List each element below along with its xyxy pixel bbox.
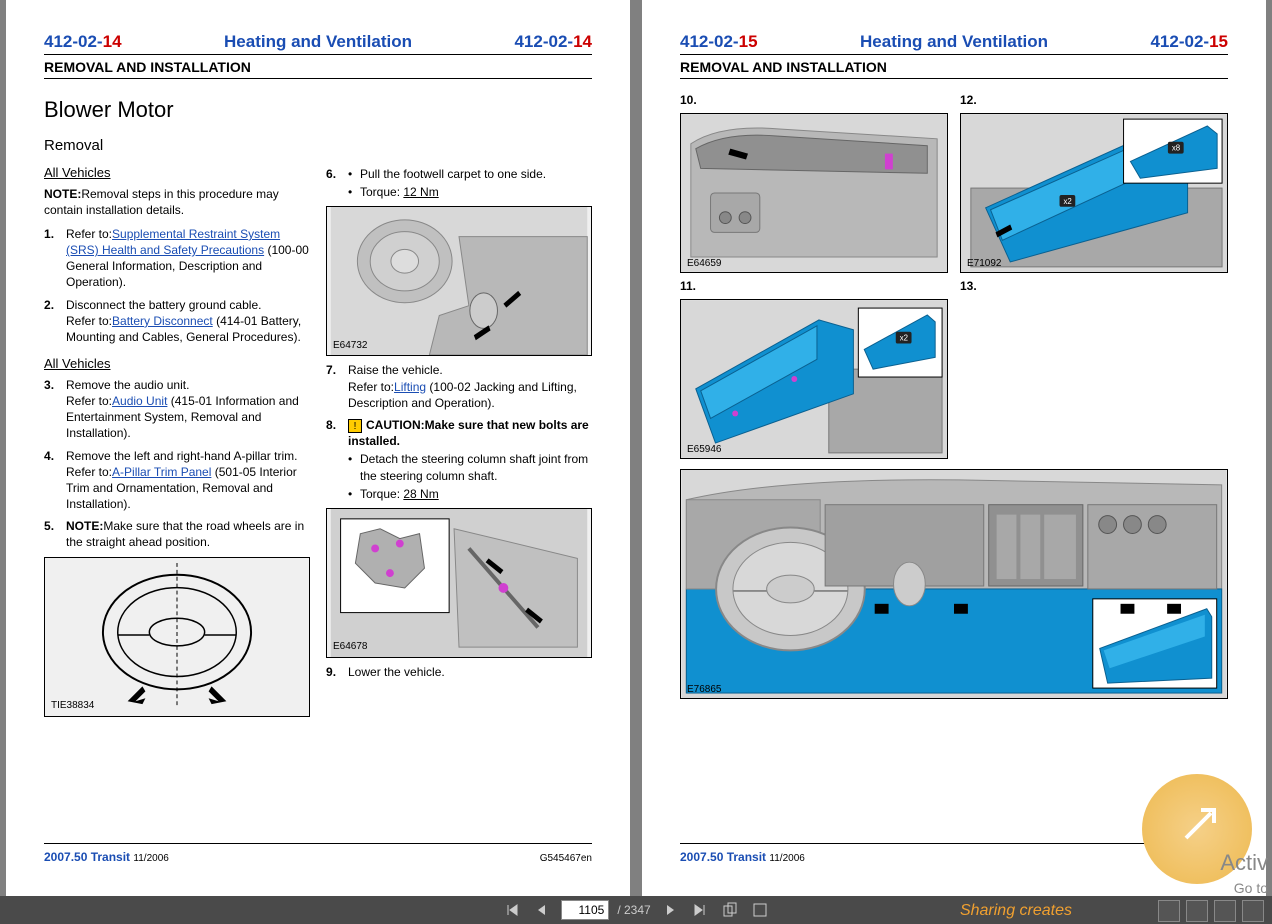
prev-page-button[interactable] bbox=[531, 899, 553, 921]
page-header: 412-02-14 Heating and Ventilation 412-02… bbox=[44, 32, 592, 55]
figure-label: E64678 bbox=[333, 640, 367, 654]
section-number-left: 412-02-14 bbox=[44, 32, 122, 52]
view-icon-3[interactable] bbox=[1214, 900, 1236, 922]
note-block: NOTE:Removal steps in this procedure may… bbox=[44, 186, 310, 218]
section-number-left: 412-02-15 bbox=[680, 32, 758, 52]
steering-wheel-diagram bbox=[45, 558, 309, 716]
step-10-label: 10. bbox=[680, 93, 948, 107]
steps-list-5: Lower the vehicle. bbox=[326, 664, 592, 680]
pdf-toolbar: / 2347 bbox=[0, 896, 1272, 924]
figure-label: E65946 bbox=[687, 444, 721, 455]
step-3: Remove the audio unit.Refer to:Audio Uni… bbox=[44, 377, 310, 442]
page-footer: 2007.50 Transit 11/2006 G545467en bbox=[44, 843, 592, 864]
figure-10: E64659 bbox=[680, 113, 948, 273]
step-2: Disconnect the battery ground cable.Refe… bbox=[44, 297, 310, 346]
step-4: Remove the left and right-hand A-pillar … bbox=[44, 448, 310, 513]
steps-list-4: Raise the vehicle.Refer to:Lifting (100-… bbox=[326, 362, 592, 502]
step-1: Refer to:Supplemental Restraint System (… bbox=[44, 226, 310, 291]
section-number-right: 412-02-14 bbox=[514, 32, 592, 52]
page-left: 412-02-14 Heating and Ventilation 412-02… bbox=[6, 0, 630, 896]
glovebox-diagram-11: x2 bbox=[681, 300, 947, 458]
figure-label: TIE38834 bbox=[51, 699, 94, 713]
svg-text:x2: x2 bbox=[1063, 197, 1071, 206]
activate-text: Activ bbox=[1220, 850, 1268, 876]
glovebox-diagram-12: x8 x2 bbox=[961, 114, 1227, 272]
subheader: REMOVAL AND INSTALLATION bbox=[44, 59, 592, 79]
figure-13: E76865 bbox=[680, 469, 1228, 699]
page-number-input[interactable] bbox=[561, 900, 609, 920]
figure-11: x2 E65946 bbox=[680, 299, 948, 459]
view-icon-1[interactable] bbox=[1158, 900, 1180, 922]
steps-list-2: Remove the audio unit.Refer to:Audio Uni… bbox=[44, 377, 310, 551]
page-total: / 2347 bbox=[617, 903, 650, 917]
section-title: Heating and Ventilation bbox=[758, 32, 1151, 52]
footer-model: 2007.50 Transit 11/2006 bbox=[680, 850, 805, 864]
svg-text:x8: x8 bbox=[1172, 144, 1181, 153]
figure-label: E64732 bbox=[333, 339, 367, 353]
step-8: !CAUTION:Make sure that new bolts are in… bbox=[326, 417, 592, 502]
subheader: REMOVAL AND INSTALLATION bbox=[680, 59, 1228, 79]
steps-list-1: Refer to:Supplemental Restraint System (… bbox=[44, 226, 310, 345]
step-11-label: 11. bbox=[680, 279, 948, 293]
dash-diagram-10 bbox=[681, 114, 947, 272]
steps-list-3: Pull the footwell carpet to one side. To… bbox=[326, 166, 592, 200]
tool-button-1[interactable] bbox=[719, 899, 741, 921]
dashboard-diagram-13 bbox=[681, 470, 1227, 698]
figure-steering-wheel: TIE38834 bbox=[44, 557, 310, 717]
page-footer: 2007.50 Transit 11/2006 G545467en bbox=[680, 843, 1228, 864]
step-9: Lower the vehicle. bbox=[326, 664, 592, 680]
step-5: NOTE:Make sure that the road wheels are … bbox=[44, 518, 310, 550]
caution-icon: ! bbox=[348, 419, 362, 433]
right-column: Pull the footwell carpet to one side. To… bbox=[326, 164, 592, 723]
page-subtitle: Removal bbox=[44, 137, 592, 154]
figure-label: E64659 bbox=[687, 258, 721, 269]
figure-label: E71092 bbox=[967, 258, 1001, 269]
tool-button-2[interactable] bbox=[749, 899, 771, 921]
share-text: Sharing creates bbox=[960, 902, 1072, 920]
next-page-button[interactable] bbox=[659, 899, 681, 921]
first-page-button[interactable] bbox=[501, 899, 523, 921]
page-title: Blower Motor bbox=[44, 97, 592, 123]
step-13-label: 13. bbox=[960, 279, 1228, 293]
column-shaft-diagram bbox=[327, 509, 591, 657]
section-title: Heating and Ventilation bbox=[122, 32, 515, 52]
step-12-label: 12. bbox=[960, 93, 1228, 107]
left-column: All Vehicles NOTE:Removal steps in this … bbox=[44, 164, 310, 723]
figure-column-shaft: E64678 bbox=[326, 508, 592, 658]
step-6: Pull the footwell carpet to one side. To… bbox=[326, 166, 592, 200]
audio-link[interactable]: Audio Unit bbox=[112, 394, 167, 408]
figure-footwell: E64732 bbox=[326, 206, 592, 356]
figure-12: x8 x2 E71092 bbox=[960, 113, 1228, 273]
page-header: 412-02-15 Heating and Ventilation 412-02… bbox=[680, 32, 1228, 55]
view-icons bbox=[1158, 900, 1264, 922]
last-page-button[interactable] bbox=[689, 899, 711, 921]
footer-model: 2007.50 Transit 11/2006 bbox=[44, 850, 169, 864]
all-vehicles-label-2: All Vehicles bbox=[44, 355, 310, 373]
page-right: 412-02-15 Heating and Ventilation 412-02… bbox=[642, 0, 1266, 896]
all-vehicles-label: All Vehicles bbox=[44, 164, 310, 182]
figure-label: E76865 bbox=[687, 684, 721, 695]
footer-code: G545467en bbox=[540, 853, 592, 864]
lifting-link[interactable]: Lifting bbox=[394, 380, 426, 394]
goto-text: Go to bbox=[1234, 880, 1268, 896]
footwell-diagram bbox=[327, 207, 591, 355]
battery-link[interactable]: Battery Disconnect bbox=[112, 314, 213, 328]
svg-text:x2: x2 bbox=[900, 334, 908, 343]
view-icon-4[interactable] bbox=[1242, 900, 1264, 922]
step-7: Raise the vehicle.Refer to:Lifting (100-… bbox=[326, 362, 592, 411]
apillar-link[interactable]: A-Pillar Trim Panel bbox=[112, 465, 211, 479]
view-icon-2[interactable] bbox=[1186, 900, 1208, 922]
section-number-right: 412-02-15 bbox=[1150, 32, 1228, 52]
